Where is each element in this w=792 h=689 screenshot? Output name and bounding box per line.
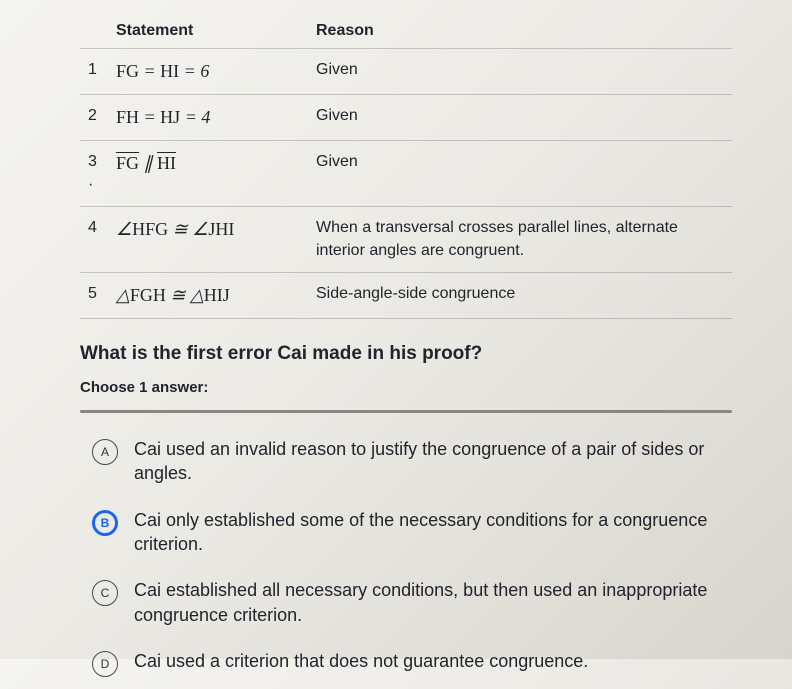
- row-statement: △FGH ≅ △HIJ: [108, 272, 308, 318]
- row-statement: FH = HJ = 4: [108, 95, 308, 141]
- answers-divider: [80, 410, 732, 413]
- row-reason: Given: [308, 49, 732, 95]
- table-row: 4∠HFG ≅ ∠JHIWhen a transversal crosses p…: [80, 207, 732, 273]
- col-statement: Statement: [108, 18, 308, 49]
- answer-text: Cai used a criterion that does not guara…: [134, 649, 588, 673]
- row-number: 4: [80, 207, 108, 273]
- answer-option-c[interactable]: C Cai established all necessary condition…: [80, 568, 732, 639]
- answer-text: Cai established all necessary conditions…: [134, 578, 728, 627]
- radio-b[interactable]: B: [92, 510, 118, 536]
- row-statement: FG = HI = 6: [108, 49, 308, 95]
- answer-text: Cai only established some of the necessa…: [134, 508, 728, 557]
- table-row: 3 ·FG ∥ HIGiven: [80, 141, 732, 207]
- radio-d[interactable]: D: [92, 651, 118, 677]
- row-reason: Given: [308, 95, 732, 141]
- col-blank: [80, 18, 108, 49]
- row-reason: Side-angle-side congruence: [308, 272, 732, 318]
- row-statement: FG ∥ HI: [108, 141, 308, 207]
- answers-list: A Cai used an invalid reason to justify t…: [80, 427, 732, 689]
- table-row: 2FH = HJ = 4Given: [80, 95, 732, 141]
- row-reason: Given: [308, 141, 732, 207]
- answer-option-d[interactable]: D Cai used a criterion that does not guar…: [80, 639, 732, 689]
- proof-table: Statement Reason 1FG = HI = 6Given2FH = …: [80, 18, 732, 319]
- table-row: 1FG = HI = 6Given: [80, 49, 732, 95]
- answer-option-a[interactable]: A Cai used an invalid reason to justify t…: [80, 427, 732, 498]
- radio-c[interactable]: C: [92, 580, 118, 606]
- row-number: 5: [80, 272, 108, 318]
- radio-a[interactable]: A: [92, 439, 118, 465]
- question-text: What is the first error Cai made in his …: [80, 343, 732, 365]
- proof-table-body: 1FG = HI = 6Given2FH = HJ = 4Given3 ·FG …: [80, 49, 732, 319]
- table-row: 5△FGH ≅ △HIJSide-angle-side congruence: [80, 272, 732, 318]
- choose-label: Choose 1 answer:: [80, 379, 732, 396]
- row-number: 1: [80, 49, 108, 95]
- answer-option-b[interactable]: B Cai only established some of the necess…: [80, 498, 732, 569]
- answer-text: Cai used an invalid reason to justify th…: [134, 437, 728, 486]
- row-number: 2: [80, 95, 108, 141]
- row-number: 3 ·: [80, 141, 108, 207]
- row-statement: ∠HFG ≅ ∠JHI: [108, 207, 308, 273]
- col-reason: Reason: [308, 18, 732, 49]
- row-reason: When a transversal crosses parallel line…: [308, 207, 732, 273]
